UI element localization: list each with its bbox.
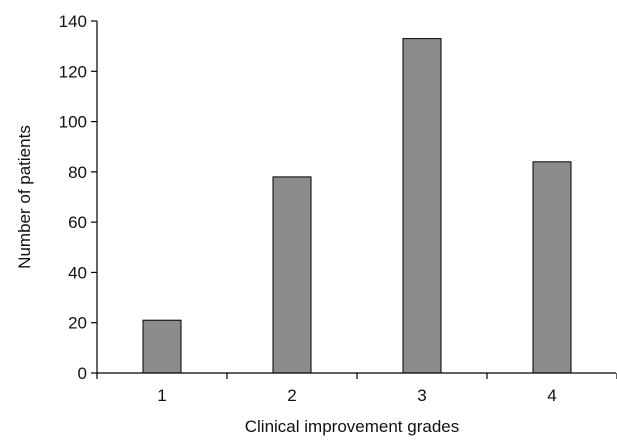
y-tick-label-60: 60 xyxy=(68,213,87,232)
bar-4 xyxy=(532,161,572,374)
x-axis-title: Clinical improvement grades xyxy=(245,417,459,436)
y-tick-label-20: 20 xyxy=(68,314,87,333)
y-tick-label-0: 0 xyxy=(78,364,87,383)
y-axis-title: Number of patients xyxy=(15,125,34,269)
bars-group xyxy=(142,38,572,374)
y-tick-label-40: 40 xyxy=(68,263,87,282)
x-tick-label-2: 2 xyxy=(287,386,296,405)
bar-1 xyxy=(142,319,182,374)
y-ticks-group: 0 20 40 60 80 100 120 140 xyxy=(59,12,97,383)
y-tick-label-100: 100 xyxy=(59,113,87,132)
bar-2 xyxy=(272,176,312,374)
y-tick-label-140: 140 xyxy=(59,12,87,31)
x-tick-label-3: 3 xyxy=(417,386,426,405)
x-tick-label-1: 1 xyxy=(157,386,166,405)
x-tick-label-4: 4 xyxy=(547,386,556,405)
plot-area: 0 20 40 60 80 100 120 140 1 2 3 4 xyxy=(59,12,617,405)
x-ticks-group: 1 2 3 4 xyxy=(96,373,617,405)
y-tick-label-80: 80 xyxy=(68,163,87,182)
y-tick-label-120: 120 xyxy=(59,62,87,81)
bar-3 xyxy=(402,38,442,374)
